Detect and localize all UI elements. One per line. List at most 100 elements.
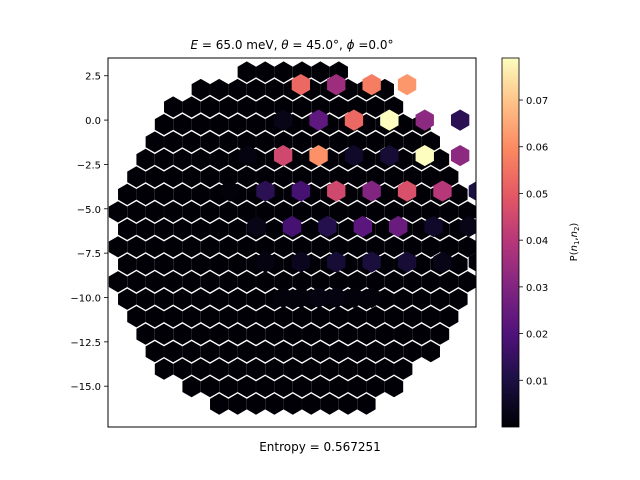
hex-bin [291,286,311,309]
hex-bin-background [320,323,339,345]
hex-bin-background [384,376,404,398]
hex-bin-background [283,358,302,380]
hex-bin-background [127,201,146,223]
hex-bin-background [274,131,293,153]
hex-bin [327,180,346,202]
colorbar-gradient [502,58,519,427]
hex-bin-background [191,113,210,136]
hex-bin-background [200,166,220,188]
hex-bin-background [394,358,413,380]
hex-bin-background [182,271,201,293]
hex-bin [220,180,240,202]
hex-bin-background [366,201,385,223]
hex-bin-background [311,376,330,398]
chart-title: E = 65.0 meV, θ = 45.0°, ϕ =0.0° [191,38,394,52]
hex-bin-background [191,218,210,240]
hex-bin [309,286,328,309]
hex-bin-background [311,341,330,363]
hex-bin-background [366,271,385,293]
hex-bin-background [164,166,183,188]
hex-bin-background [265,393,284,415]
hex-bin-background [338,358,358,380]
hex-bin-background [375,358,394,380]
hex-bin-background [302,218,321,240]
hex-bin-background [440,236,459,258]
hex-bin [397,251,417,273]
hex-bin-background [403,341,422,363]
hex-bin-background [320,393,339,415]
hex-bin [327,251,346,273]
colorbar-label: P(n1,n2) [569,223,581,262]
hex-bin [362,251,381,273]
hex-bin-background [182,131,201,153]
hex-bin [468,181,476,201]
hex-bin-background [412,288,431,310]
hex-bin-background [182,306,201,328]
hex-bin [327,286,346,309]
hex-bin-background [136,253,155,275]
hex-bin-background [154,358,174,380]
hex-bin-background [173,218,192,240]
hex-bin-background [136,148,155,170]
hex-bin-background [210,218,229,240]
hex-bin-background [256,306,275,328]
hex-bin [247,215,266,238]
hex-bin-background [191,288,210,310]
hex-bin-background [246,113,266,136]
hex-bin-background [145,166,164,188]
hex-bin-background [449,253,468,275]
hex-bin-background [118,218,137,240]
hex-bin [380,109,399,131]
hex-bin-background [191,323,210,345]
hex-bin-background [237,306,256,328]
hex-bin-background [182,376,201,398]
hex-bin-background [348,306,367,328]
hex-bin [273,109,293,131]
hex-bin-background [292,166,312,188]
hex-bin [397,74,417,96]
hex-bin-background [357,323,376,345]
hex-bin-background [228,288,247,310]
hex-bin-background [274,306,293,328]
y-tick-label: 0.0 [85,116,101,127]
hex-bin-background [274,201,293,223]
hex-bin-background [219,96,238,118]
hex-bin [450,109,470,131]
hex-bin-background [173,253,192,275]
hex-bin-background [191,78,210,101]
hex-bin-background [200,201,220,223]
hex-bin-background [219,271,238,293]
hex-bin [238,144,257,167]
y-tick-label: −7.5 [77,249,101,260]
plot-area [107,57,477,428]
hex-bin [318,215,337,238]
hex-bin [433,251,452,273]
hex-bin-background [394,323,413,345]
hex-bin [282,215,302,238]
hex-bin-background [154,183,174,205]
hex-bin-background [403,131,422,153]
hex-bin-background [200,376,220,398]
hex-bin-background [200,236,220,258]
hex-bin-background [191,148,210,170]
hex-bin-background [191,183,210,205]
hex-bin-background [246,288,266,310]
hex-bin-background [164,131,183,153]
hex-bin-background [311,236,330,258]
hex-bin-background [136,323,155,345]
hex-bin-background [384,341,404,363]
colorbar-frame [501,57,520,428]
hex-bin [344,286,364,309]
hex-bin-background [274,271,293,293]
hex-bin [344,144,364,167]
colorbar: 0.01 0.02 0.03 0.04 0.05 0.06 0.07 P(n1,n2) [501,57,581,428]
entropy-label: Entropy = 0.567251 [259,440,381,454]
hex-bin-background [108,236,128,258]
hex-bin-background [182,166,201,188]
hex-bin-background [421,166,440,188]
y-tick-label: −2.5 [77,160,101,171]
hex-bin-background [440,201,459,223]
hex-bin [291,74,311,96]
hex-bin-background [127,271,146,293]
hex-bin-background [292,376,312,398]
